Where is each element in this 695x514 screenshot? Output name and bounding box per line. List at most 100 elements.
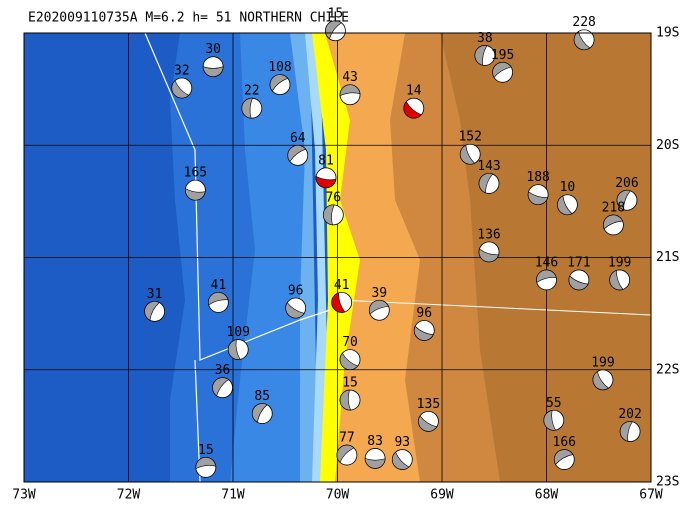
depth-label: 218 [602, 200, 625, 215]
focal-mechanism [368, 299, 390, 321]
tick-labels: 73W 72W 71W 70W 69W 68W 67W 19S 20S 21S 22S 23S [12, 26, 679, 503]
focal-mechanism [202, 56, 224, 78]
ball-quadrant [609, 270, 624, 291]
focal-mechanism [251, 403, 273, 424]
ball-quadrant [413, 325, 434, 341]
ball-quadrant [228, 339, 241, 360]
x-tick-label: 73W [12, 488, 36, 503]
map-title: E202009110735A M=6.2 h= 51 NORTHERN CHIL… [28, 11, 349, 26]
focal-mechanism [492, 61, 514, 83]
depth-label: 41 [334, 278, 350, 293]
ball-quadrant [339, 84, 361, 97]
depth-label: 135 [417, 397, 440, 412]
focal-mechanism [364, 448, 386, 469]
ball-quadrant [616, 190, 631, 211]
focal-mechanism [543, 409, 565, 431]
depth-label: 32 [174, 64, 190, 79]
ball-quadrant [171, 80, 190, 99]
focal-mechanism [212, 377, 233, 399]
focal-mechanism [557, 194, 578, 216]
ball-quadrant [287, 145, 307, 163]
depth-label: 30 [205, 42, 221, 57]
depth-label: 109 [226, 325, 249, 340]
depth-label: 41 [211, 278, 227, 293]
focal-mechanism [527, 184, 549, 206]
depth-label: 14 [406, 84, 422, 99]
ball-quadrant [459, 144, 476, 165]
depth-label: 195 [491, 48, 514, 63]
focal-mechanism [331, 291, 353, 313]
ball-quadrant [202, 66, 224, 77]
focal-mechanism [553, 449, 575, 470]
y-tick-label: 23S [656, 475, 679, 490]
focal-mechanism [269, 74, 291, 96]
depth-label: 143 [477, 159, 500, 174]
ball-quadrant [336, 444, 355, 463]
depth-label: 77 [339, 431, 355, 446]
focal-mechanism [184, 179, 206, 201]
ball-quadrant [492, 61, 512, 78]
focal-mechanism [478, 173, 500, 194]
depth-label: 165 [184, 166, 207, 181]
depth-label: 83 [367, 434, 383, 449]
focal-mechanism [568, 269, 590, 291]
ball-quadrant [315, 175, 337, 189]
focal-mechanism [418, 410, 439, 432]
ball-quadrant [403, 101, 422, 119]
x-tick-label: 70W [326, 488, 350, 503]
focal-mechanism [619, 421, 641, 442]
focal-mechanism [616, 189, 638, 211]
focal-mechanism [195, 457, 217, 478]
ball-quadrant [331, 292, 346, 313]
ball-quadrant [369, 300, 390, 315]
depth-label: 38 [477, 31, 493, 46]
y-tick-label: 21S [656, 250, 679, 265]
depth-label: 108 [268, 60, 291, 75]
depth-label: 188 [526, 170, 549, 185]
ball-quadrant [364, 457, 386, 469]
depth-label: 146 [535, 255, 558, 270]
ball-quadrant [269, 74, 289, 92]
depth-label: 199 [608, 255, 631, 270]
depth-label: 31 [147, 287, 163, 302]
focal-mechanism [592, 369, 614, 391]
ball-quadrant [339, 389, 352, 411]
focal-mechanism [207, 291, 229, 313]
depth-label: 85 [254, 389, 270, 404]
focal-mechanism [536, 269, 557, 291]
depth-label: 202 [618, 407, 641, 422]
ball-quadrant [339, 352, 359, 370]
focal-mechanism [325, 20, 346, 42]
x-tick-label: 71W [221, 488, 245, 503]
ball-quadrant [323, 204, 335, 226]
x-tick-label: 68W [535, 488, 559, 503]
ball-quadrant [212, 377, 229, 397]
depth-label: 36 [215, 363, 231, 378]
focal-mechanism [287, 144, 309, 166]
ball-quadrant [185, 188, 206, 201]
ball-quadrant [241, 97, 253, 119]
focal-mechanism [602, 214, 624, 236]
map-frame [23, 32, 652, 483]
focal-mechanism [403, 97, 425, 119]
ball-quadrant [474, 45, 488, 66]
focal-mechanism [285, 297, 307, 319]
ball-quadrant [568, 275, 589, 291]
y-tick-label: 19S [656, 26, 679, 41]
depth-label: 81 [318, 153, 334, 168]
ball-quadrant [208, 292, 229, 306]
depth-label: 199 [591, 355, 614, 370]
focal-mechanism [474, 45, 496, 66]
focal-mechanism [336, 444, 358, 466]
focal-mechanism [459, 143, 481, 165]
depth-label: 15 [342, 376, 358, 391]
ball-quadrant [418, 415, 438, 432]
y-tick-label: 20S [656, 138, 679, 153]
depth-label: 70 [342, 335, 358, 350]
depth-label: 228 [572, 15, 595, 30]
focal-mechanism [241, 97, 263, 119]
focal-mechanism [391, 449, 413, 470]
ball-quadrant [478, 248, 500, 263]
depth-label: 15 [328, 6, 344, 21]
focal-mechanism [227, 339, 249, 360]
